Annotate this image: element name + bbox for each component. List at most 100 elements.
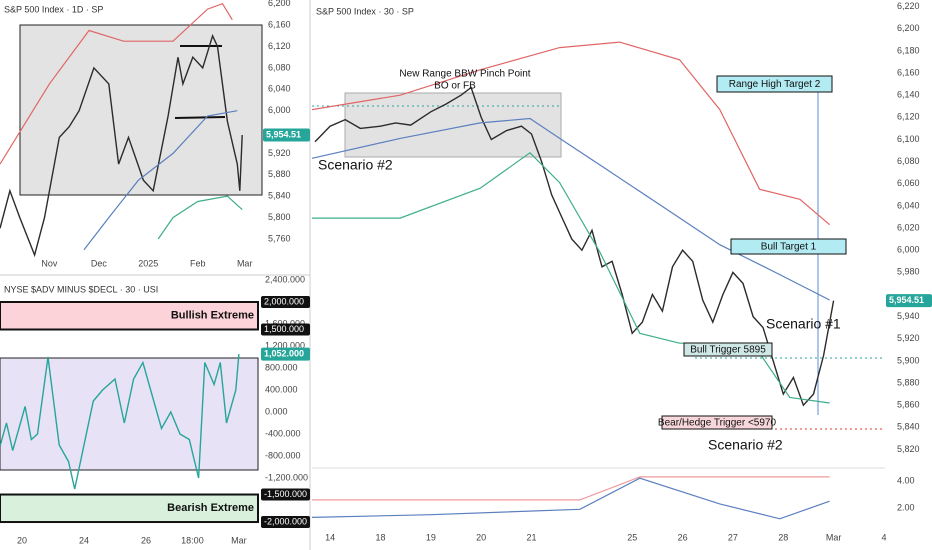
price-tag — [263, 128, 310, 142]
series-line — [0, 354, 240, 490]
y-tick-label: 2.00 — [897, 502, 915, 512]
x-tick-label: 27 — [728, 532, 738, 542]
annotation-box — [730, 238, 847, 255]
y-tick-label: 4.00 — [897, 475, 915, 485]
level-tag — [261, 488, 310, 501]
annotation: New Range BBW Pinch Point — [399, 69, 530, 80]
y-tick-label: 6,200 — [268, 0, 291, 8]
y-tick-label: 5,980 — [897, 267, 920, 277]
price-tag-label: 5,954.51 — [889, 295, 924, 305]
panel-title: S&P 500 Index · 1D · SP — [4, 4, 103, 14]
annotation-box — [716, 75, 833, 93]
annotation-box — [661, 415, 773, 430]
y-tick-label: -800.000 — [265, 450, 301, 460]
x-tick-label: 18 — [375, 532, 385, 542]
y-tick-label: 6,180 — [897, 45, 920, 55]
price-tag-label: 1,052.000 — [264, 349, 304, 359]
y-tick-label: 5,900 — [897, 355, 920, 365]
y-tick-label: 5,840 — [268, 191, 291, 201]
x-tick-label: 4 — [881, 532, 886, 542]
series-line — [0, 2, 233, 165]
y-tick-label: 6,120 — [268, 41, 291, 51]
annotation: Bull Trigger 5895 — [690, 345, 766, 356]
x-tick-label: 21 — [527, 532, 537, 542]
annotation: BO or FB — [434, 81, 476, 92]
series-line — [311, 477, 830, 520]
y-tick-label: 5,840 — [897, 422, 920, 432]
y-tick-label: 1,200.000 — [265, 340, 305, 350]
y-tick-label: 1,600.000 — [265, 318, 305, 328]
x-tick-label: Feb — [190, 258, 206, 268]
x-tick-label: 26 — [678, 532, 688, 542]
y-tick-label: 5,880 — [897, 377, 920, 387]
x-tick-label: Mar — [826, 532, 842, 542]
y-tick-label: 6,080 — [268, 62, 291, 72]
y-tick-label: 800.000 — [265, 362, 298, 372]
x-tick-label: 24 — [79, 535, 89, 545]
x-tick-label: 28 — [778, 532, 788, 542]
series-line — [311, 41, 830, 226]
y-tick-label: 5,920 — [268, 148, 291, 158]
series-line — [314, 86, 835, 407]
y-tick-label: 6,040 — [897, 200, 920, 210]
range-box — [344, 92, 562, 158]
series-line — [311, 117, 830, 301]
x-tick-label: Nov — [41, 258, 58, 268]
y-tick-label: 6,000 — [268, 105, 291, 115]
y-tick-label: 5,940 — [897, 311, 920, 321]
y-tick-label: 6,140 — [897, 90, 920, 100]
annotation: Scenario #1 — [766, 316, 841, 332]
y-tick-label: 5,880 — [268, 169, 291, 179]
y-tick-label: 2,400.000 — [265, 274, 305, 284]
level-tag — [261, 323, 310, 336]
y-tick-label: 5,820 — [897, 444, 920, 454]
level-tag — [261, 516, 310, 529]
y-tick-label: 6,160 — [897, 67, 920, 77]
y-tick-label: 6,120 — [897, 112, 920, 122]
annotation: Bear/Hedge Trigger <5970 — [658, 418, 777, 429]
panel-title: NYSE $ADV MINUS $DECL · 30 · USI — [4, 284, 158, 294]
y-tick-label: 6,060 — [897, 178, 920, 188]
y-tick-label: 400.000 — [265, 384, 298, 394]
y-tick-label: 6,160 — [268, 20, 291, 30]
y-tick-label: 6,200 — [897, 23, 920, 33]
level-tag-label: -2,000.000 — [264, 516, 307, 526]
zone — [0, 493, 259, 524]
y-tick-label: 5,760 — [268, 233, 291, 243]
y-tick-label: 6,020 — [897, 222, 920, 232]
price-tag-label: 5,954.51 — [266, 129, 301, 139]
y-tick-label: 6,100 — [897, 134, 920, 144]
y-tick-label: 6,040 — [268, 84, 291, 94]
level-tag-label: 1,500.000 — [264, 324, 304, 334]
x-tick-label: Mar — [231, 535, 247, 545]
y-tick-label: -400.000 — [265, 428, 301, 438]
zone-label: Bullish Extreme — [171, 310, 254, 322]
x-tick-label: 14 — [325, 532, 335, 542]
series-line — [157, 195, 243, 240]
x-tick-label: Mar — [237, 258, 253, 268]
panel-title: S&P 500 Index · 30 · SP — [316, 6, 414, 16]
y-tick-label: 6,080 — [897, 156, 920, 166]
series-line — [312, 476, 830, 501]
x-tick-label: 26 — [141, 535, 151, 545]
annotation: Range High Target 2 — [729, 79, 821, 90]
annotation: Bull Target 1 — [761, 242, 817, 253]
y-tick-label: 6,220 — [897, 1, 920, 11]
price-tag — [886, 294, 932, 308]
x-tick-label: 18:00 — [181, 535, 204, 545]
range-box — [0, 357, 259, 471]
y-tick-label: 6,000 — [897, 245, 920, 255]
series-line — [83, 110, 238, 251]
series-line — [312, 152, 830, 404]
y-tick-label: 5,920 — [897, 333, 920, 343]
y-tick-label: 0.000 — [265, 406, 288, 416]
zone — [0, 301, 259, 331]
x-tick-label: 19 — [426, 532, 436, 542]
level-tag-label: -1,500.000 — [264, 489, 307, 499]
series-line — [0, 33, 243, 258]
range-box — [19, 24, 263, 196]
annotation-box — [683, 342, 773, 357]
annotation: Scenario #2 — [708, 437, 783, 453]
x-tick-label: Dec — [91, 258, 108, 268]
